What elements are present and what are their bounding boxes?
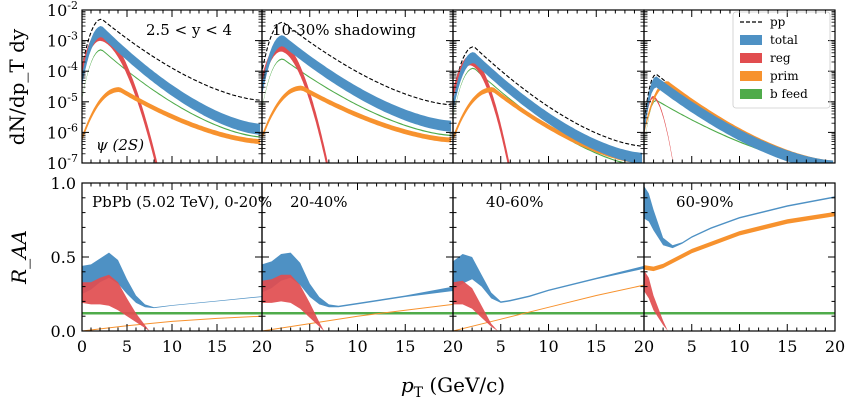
x-tick-label: 20	[825, 337, 845, 356]
legend-label: prim	[770, 69, 799, 83]
top-panel-1-curves	[82, 18, 261, 163]
y-tick-label: 0.5	[51, 248, 76, 267]
prim-band	[82, 87, 261, 144]
total-band	[262, 252, 453, 308]
top-panel-2-curves	[262, 21, 452, 163]
x-tick-label: 15	[207, 337, 227, 356]
reg-band	[453, 280, 498, 331]
legend-box	[732, 11, 831, 109]
x-tick-label: 5	[305, 337, 315, 356]
reg-band	[82, 274, 150, 331]
label-layer: 10-7 10-6 10-5 10-4 10-3 10-2 0.0 0.5 1.0 0 5 10 15 2…	[5, 0, 845, 401]
legend-label: reg	[770, 51, 791, 65]
prim-line	[453, 284, 644, 331]
total-band	[82, 26, 261, 135]
legend-swatch-b-feed	[740, 89, 762, 99]
y-tick-label: 10-7	[47, 152, 78, 173]
x-tick-label: 0	[77, 337, 87, 356]
x-tick-label: 10	[347, 337, 367, 356]
y-tick-label: 1.0	[51, 174, 76, 193]
prim-line	[82, 315, 262, 331]
top-panel-3-curves	[453, 46, 643, 163]
pp-curve	[262, 21, 452, 106]
reg-band	[644, 270, 668, 331]
axes-layer	[81, 9, 836, 332]
legend-label: pp	[770, 15, 786, 29]
legend-swatch-prim	[740, 71, 762, 81]
x-tick-label: 5	[687, 337, 697, 356]
x-tick-label: 20	[443, 337, 463, 356]
bottom-panel-4-frame	[643, 182, 836, 332]
prim-band	[262, 85, 452, 143]
panel-annotation: 60-90%	[676, 193, 734, 211]
legend-label: b feed	[770, 87, 808, 101]
y-tick-label: 10-6	[47, 121, 78, 142]
y-tick-label: 0.0	[51, 322, 76, 341]
data-layer	[82, 18, 835, 331]
x-tick-label: 20	[634, 337, 654, 356]
total-band	[262, 35, 452, 132]
bottom-panel-3-curves	[453, 254, 644, 331]
legend-swatch-total	[740, 35, 762, 45]
x-axis-label: pT (GeV/c)	[401, 373, 505, 401]
particle-label: ψ (2S)	[96, 136, 144, 154]
x-tick-label: 5	[122, 337, 132, 356]
x-tick-label: 10	[162, 337, 182, 356]
x-tick-label: 15	[777, 337, 797, 356]
total-band	[453, 52, 643, 163]
x-tick-label: 10	[729, 337, 749, 356]
total-band	[644, 76, 834, 163]
bottom-panel-2-curves	[262, 252, 453, 331]
panel-annotation: 20-40%	[290, 193, 348, 211]
prim-line	[262, 303, 453, 331]
reg-band	[262, 274, 325, 331]
legend-label: total	[770, 33, 798, 47]
total-band	[453, 254, 644, 303]
bottom-panel-1-curves	[82, 252, 262, 331]
y-tick-label: 10-3	[47, 30, 78, 51]
x-tick-label: 10	[538, 337, 558, 356]
y-tick-label: 10-2	[47, 0, 78, 20]
total-band	[82, 252, 262, 309]
top-panel-4-curves	[644, 73, 834, 163]
prim-band	[453, 87, 643, 163]
y-tick-label: 10-5	[47, 91, 78, 112]
x-tick-label: 20	[252, 337, 272, 356]
pp-curve	[453, 46, 643, 147]
panel-annotation: 10-30% shadowing	[272, 21, 416, 39]
prim-band	[644, 211, 835, 272]
panel-annotation: 2.5 < y < 4	[146, 21, 232, 39]
x-tick-label: 15	[395, 337, 415, 356]
bottom-panel-4-curves	[644, 186, 835, 331]
legend-swatch-reg	[740, 53, 762, 63]
y-axis-label-top: dN/dp_T dy	[5, 28, 29, 145]
y-axis-label-bottom: R_AA	[7, 230, 31, 285]
y-tick-label: 10-4	[47, 60, 78, 81]
total-band	[644, 186, 835, 249]
panel-annotation: PbPb (5.02 TeV), 0-20%	[92, 193, 272, 211]
x-tick-label: 15	[586, 337, 606, 356]
x-tick-label: 5	[496, 337, 506, 356]
panel-annotation: 40-60%	[486, 193, 544, 211]
